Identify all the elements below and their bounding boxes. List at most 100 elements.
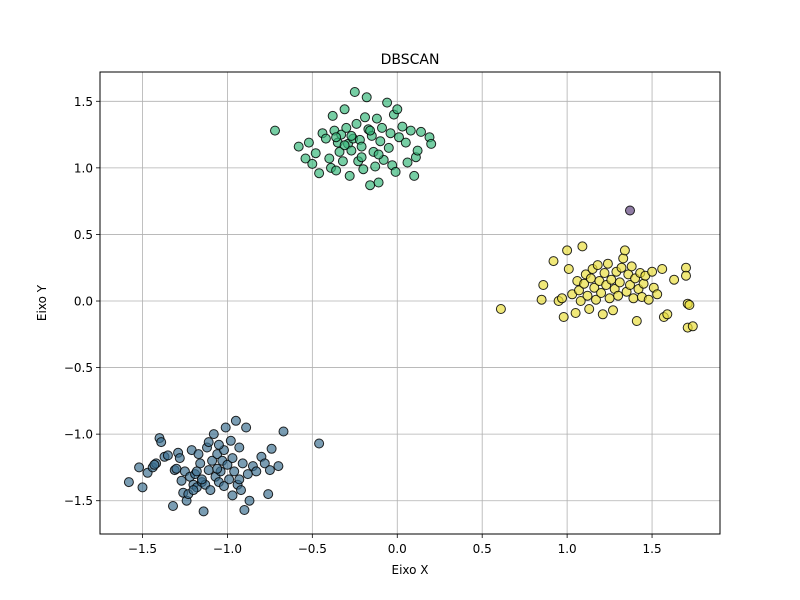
x-tick-label: 1.5 <box>643 542 662 556</box>
data-point <box>203 465 214 476</box>
data-point <box>219 481 229 492</box>
y-tick-label: 0.0 <box>74 295 93 309</box>
data-point <box>397 121 408 132</box>
data-point <box>365 180 376 191</box>
data-point <box>400 137 411 148</box>
data-point <box>339 104 350 115</box>
data-point <box>383 142 394 153</box>
data-point <box>392 104 403 115</box>
data-point <box>156 437 167 448</box>
data-point <box>324 153 335 164</box>
data-point <box>331 132 342 143</box>
data-point <box>227 453 238 464</box>
data-point <box>570 308 581 318</box>
data-point <box>628 293 639 304</box>
data-point <box>377 122 387 133</box>
data-point <box>278 426 289 437</box>
data-point <box>562 245 573 256</box>
data-point <box>643 294 654 305</box>
data-point <box>360 112 370 123</box>
data-point <box>625 205 635 216</box>
data-point <box>625 280 635 290</box>
data-point <box>203 437 214 448</box>
data-point <box>669 274 680 285</box>
data-point <box>236 485 246 496</box>
data-point <box>652 289 663 300</box>
data-point <box>575 296 586 306</box>
data-point <box>638 278 649 289</box>
y-tick-label: 0.5 <box>74 228 93 242</box>
data-point <box>225 435 236 446</box>
axis-ticks: −1.5 −1.0 −0.5 0.0 0.5 1.0 1.5 −1.5 −1.0 −0.5 0.0 0… <box>64 95 662 556</box>
x-tick-label: −1.0 <box>213 542 242 556</box>
data-point <box>577 241 588 252</box>
data-point <box>230 415 241 426</box>
data-point <box>227 490 238 501</box>
data-point <box>394 132 404 143</box>
data-point <box>619 245 630 256</box>
data-point <box>405 125 416 136</box>
data-point <box>616 262 627 273</box>
data-point <box>373 149 384 160</box>
data-point <box>684 300 695 310</box>
y-tick-label: −1.5 <box>64 494 93 508</box>
data-point <box>579 278 590 289</box>
data-point <box>241 422 252 433</box>
data-point <box>402 157 413 168</box>
x-tick-label: −0.5 <box>298 542 327 556</box>
data-point <box>193 449 204 460</box>
data-point <box>365 125 376 136</box>
data-point <box>344 170 355 181</box>
data-point <box>495 304 506 314</box>
data-point <box>382 97 393 108</box>
data-point <box>657 264 668 274</box>
x-axis-label: Eixo X <box>391 563 428 577</box>
data-point <box>208 429 219 440</box>
data-point <box>613 290 624 301</box>
data-point <box>307 158 318 169</box>
data-point <box>548 256 559 267</box>
data-point <box>536 294 547 305</box>
data-point <box>582 290 593 301</box>
data-point <box>385 128 396 139</box>
data-point <box>334 146 345 157</box>
data-point <box>134 462 145 473</box>
data-point <box>341 122 352 133</box>
data-point <box>149 459 160 470</box>
data-point <box>331 165 342 176</box>
data-point <box>606 274 617 285</box>
data-point <box>174 453 185 464</box>
data-point <box>198 506 209 517</box>
y-axis-label: Eixo Y <box>35 284 49 321</box>
data-point <box>176 475 187 486</box>
data-point <box>191 466 202 477</box>
data-point <box>237 458 248 469</box>
data-point <box>631 316 642 326</box>
data-point <box>349 87 360 97</box>
data-point <box>563 264 574 274</box>
data-point <box>266 443 277 454</box>
data-point <box>647 266 658 277</box>
y-tick-label: 1.0 <box>74 161 93 175</box>
data-point <box>596 288 607 298</box>
data-point <box>224 474 235 485</box>
y-tick-label: 1.5 <box>74 95 93 109</box>
data-point <box>207 455 218 466</box>
data-point <box>213 439 224 450</box>
data-point <box>300 153 311 164</box>
y-tick-label: −0.5 <box>64 361 93 375</box>
data-point <box>314 438 325 449</box>
data-point <box>212 463 223 474</box>
data-point <box>303 137 314 148</box>
data-point <box>244 495 255 506</box>
data-point <box>222 459 233 470</box>
data-point <box>358 164 369 175</box>
plot-frame <box>99 71 721 535</box>
data-points <box>123 87 698 517</box>
x-tick-label: −1.5 <box>128 542 157 556</box>
data-point <box>426 138 437 149</box>
data-point <box>538 280 549 290</box>
data-point <box>171 463 182 474</box>
data-point <box>390 166 401 177</box>
